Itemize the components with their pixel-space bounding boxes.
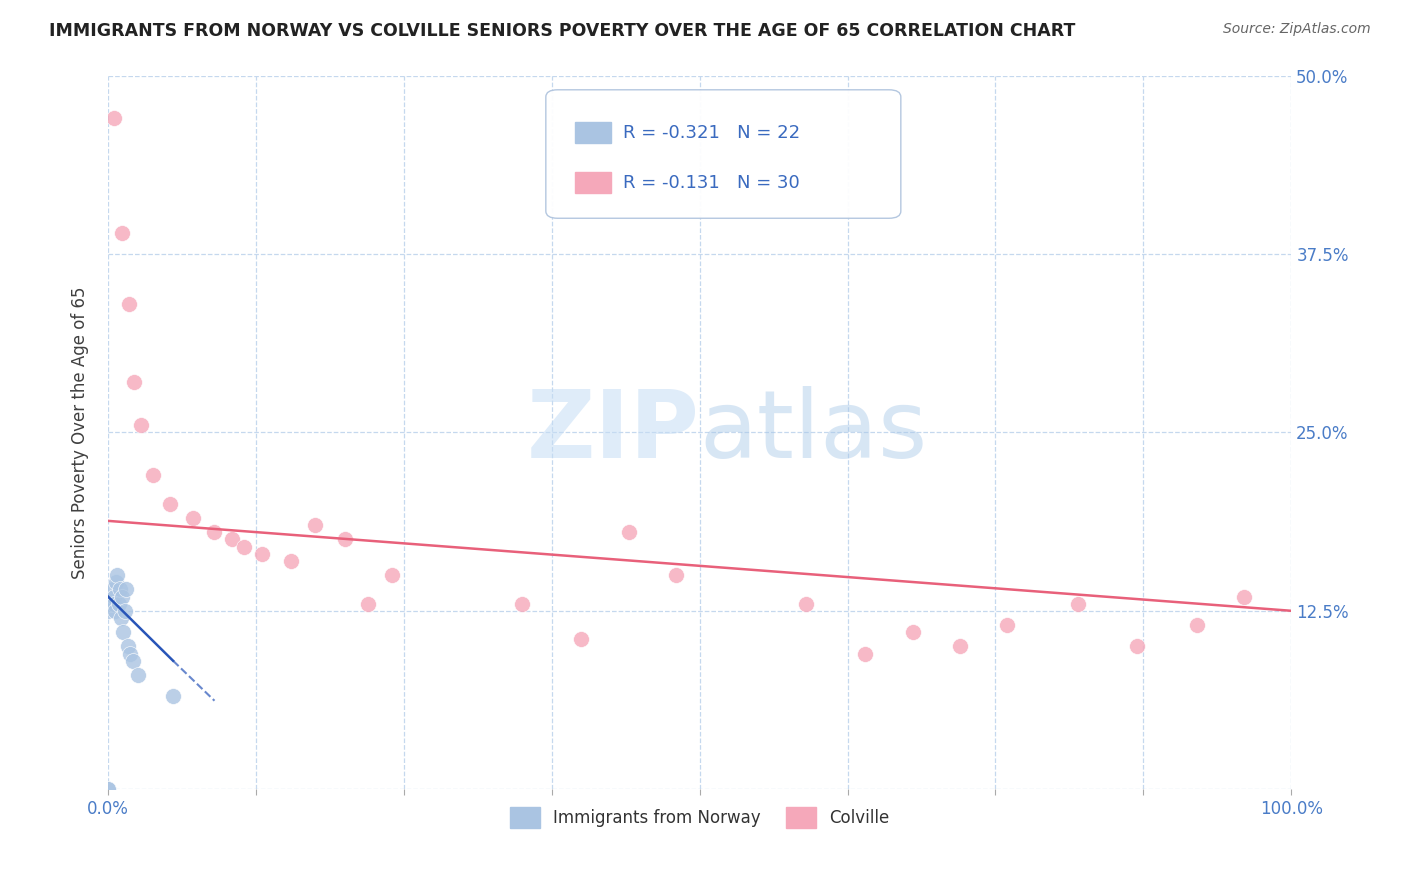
Point bbox=[114, 604, 136, 618]
Point bbox=[104, 604, 127, 618]
Point bbox=[569, 632, 592, 647]
Point bbox=[97, 782, 120, 797]
Point bbox=[142, 468, 165, 483]
Point bbox=[280, 554, 302, 568]
Text: Source: ZipAtlas.com: Source: ZipAtlas.com bbox=[1223, 22, 1371, 37]
Point bbox=[107, 568, 129, 582]
Text: R = -0.131   N = 30: R = -0.131 N = 30 bbox=[623, 174, 800, 192]
Point bbox=[112, 625, 135, 640]
Point bbox=[101, 582, 124, 597]
Text: R = -0.321   N = 22: R = -0.321 N = 22 bbox=[623, 124, 800, 142]
Point bbox=[159, 497, 181, 511]
Point bbox=[98, 597, 121, 611]
Y-axis label: Seniors Poverty Over the Age of 65: Seniors Poverty Over the Age of 65 bbox=[72, 286, 89, 579]
Point bbox=[122, 376, 145, 390]
Point bbox=[103, 590, 125, 604]
Point bbox=[665, 568, 688, 582]
Point bbox=[1126, 640, 1149, 654]
Point bbox=[995, 618, 1018, 632]
Point bbox=[381, 568, 404, 582]
Point bbox=[120, 647, 142, 661]
Point bbox=[107, 597, 129, 611]
Point bbox=[103, 597, 125, 611]
Point bbox=[110, 611, 132, 625]
Point bbox=[114, 582, 136, 597]
Point bbox=[853, 647, 876, 661]
Point bbox=[1067, 597, 1090, 611]
Point bbox=[357, 597, 380, 611]
Point bbox=[1185, 618, 1208, 632]
Point bbox=[204, 525, 226, 540]
Point bbox=[221, 533, 243, 547]
Point bbox=[111, 226, 134, 240]
Point bbox=[233, 540, 256, 554]
FancyBboxPatch shape bbox=[546, 90, 901, 219]
Point bbox=[949, 640, 972, 654]
Point bbox=[129, 418, 152, 433]
Text: ZIP: ZIP bbox=[527, 386, 700, 478]
Text: atlas: atlas bbox=[700, 386, 928, 478]
Point bbox=[617, 525, 640, 540]
Legend: Immigrants from Norway, Colville: Immigrants from Norway, Colville bbox=[503, 801, 896, 834]
Point bbox=[108, 582, 131, 597]
Point bbox=[121, 654, 143, 668]
Point bbox=[103, 112, 125, 126]
Point bbox=[111, 590, 134, 604]
Point bbox=[105, 575, 128, 590]
Point bbox=[97, 782, 120, 797]
Bar bbox=[575, 122, 612, 144]
Point bbox=[117, 640, 139, 654]
Bar bbox=[575, 172, 612, 194]
Point bbox=[162, 690, 184, 704]
Point bbox=[97, 604, 120, 618]
Point bbox=[304, 518, 326, 533]
Point bbox=[1233, 590, 1256, 604]
Point bbox=[181, 511, 204, 525]
Point bbox=[250, 547, 273, 561]
Text: IMMIGRANTS FROM NORWAY VS COLVILLE SENIORS POVERTY OVER THE AGE OF 65 CORRELATIO: IMMIGRANTS FROM NORWAY VS COLVILLE SENIO… bbox=[49, 22, 1076, 40]
Point bbox=[794, 597, 817, 611]
Point bbox=[127, 668, 149, 682]
Point bbox=[901, 625, 924, 640]
Point bbox=[510, 597, 533, 611]
Point bbox=[333, 533, 356, 547]
Point bbox=[118, 297, 141, 311]
